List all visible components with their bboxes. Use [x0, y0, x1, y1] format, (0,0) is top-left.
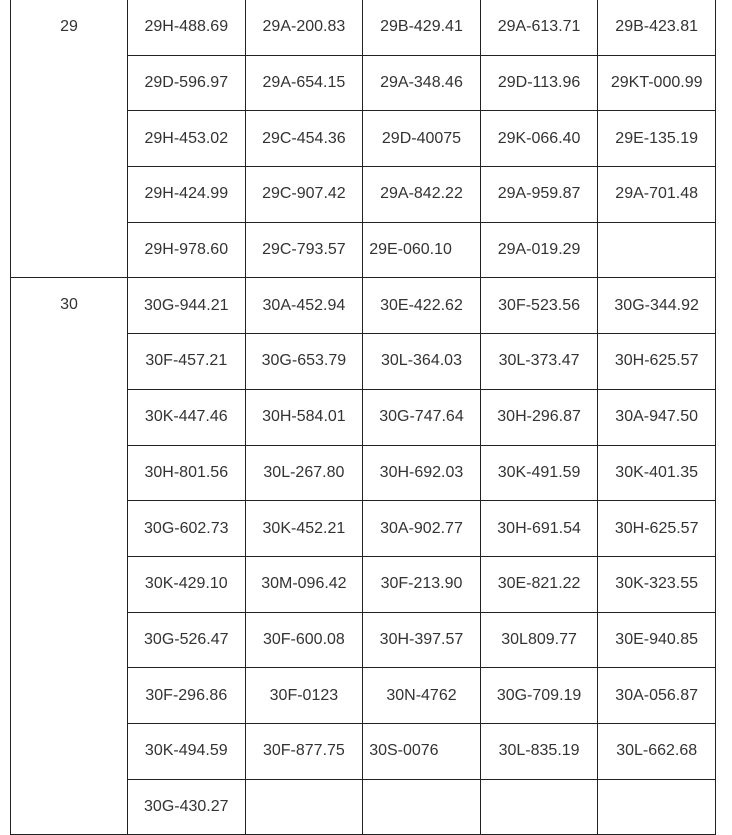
plate-cell: 30L-835.19 — [479, 722, 599, 780]
plate-cell: 30L-662.68 — [597, 722, 716, 780]
table-row: 29H-978.60 29C-793.57 29E-060.10 29A-019.29 — [11, 221, 716, 279]
table-row: 29 29H-488.69 29A-200.83 29B-429.41 29A-613.… — [10, 0, 716, 279]
table-row: 30H-801.56 30L-267.80 30H-692.03 30K-491.59… — [11, 444, 716, 502]
plate-cell: 30H-691.54 — [479, 500, 599, 557]
group-label-cell: 30 — [10, 277, 128, 835]
plate-cell: 30K-323.55 — [597, 555, 716, 613]
table-row: 29D-596.97 29A-654.15 29A-348.46 29D-113.96… — [11, 54, 716, 112]
plate-cell: 30G-344.92 — [597, 277, 716, 335]
plate-cell: 30K-401.35 — [597, 444, 716, 502]
plate-cell — [362, 778, 481, 835]
plate-cell: 30E-940.85 — [597, 611, 716, 669]
plate-cell: 30F-600.08 — [244, 611, 364, 669]
plate-cell: 29H-488.69 — [127, 0, 246, 56]
plate-cell: 29E-135.19 — [597, 110, 716, 168]
plate-cell: 30K-429.10 — [127, 555, 246, 613]
plate-cell: 30H-625.57 — [597, 500, 716, 557]
plate-cell: 30F-296.86 — [127, 667, 246, 724]
plate-cell: 30K-452.21 — [244, 500, 364, 557]
plate-cell — [597, 221, 716, 279]
plate-cell: 29C-793.57 — [244, 221, 364, 279]
plate-cell: 29A-654.15 — [244, 54, 364, 112]
plate-cell: 29C-454.36 — [244, 110, 364, 168]
table-row: 30G-526.47 30F-600.08 30H-397.57 30L809.77 3… — [11, 611, 716, 669]
plate-cell: 29A-959.87 — [479, 166, 599, 223]
plate-cell: 29D-113.96 — [479, 54, 599, 112]
plate-cell: 30S-0076 — [362, 722, 481, 780]
plate-cell: 30G-602.73 — [127, 500, 246, 557]
plate-cell: 30H-625.57 — [597, 333, 716, 390]
plate-cell: 29A-701.48 — [597, 166, 716, 223]
plate-cell: 30K-494.59 — [127, 722, 246, 780]
table-row: 29H-424.99 29C-907.42 29A-842.22 29A-959.87… — [11, 166, 716, 223]
plate-cell — [244, 778, 364, 835]
plate-cell: 29D-596.97 — [127, 54, 246, 112]
plate-cell: 30K-491.59 — [479, 444, 599, 502]
plate-cell: 30F-523.56 — [479, 277, 599, 335]
table-row: 30F-296.86 30F-0123 30N-4762 30G-709.19 30A-… — [11, 667, 716, 724]
plate-cell: 30F-877.75 — [244, 722, 364, 780]
plate-cell: 29A-348.46 — [362, 54, 481, 112]
table-row: 30K-494.59 30F-877.75 30S-0076 30L-835.19 30… — [11, 722, 716, 780]
plate-cell: 30L809.77 — [479, 611, 599, 669]
plate-cell: 30M-096.42 — [244, 555, 364, 613]
plate-cell: 30A-452.94 — [244, 277, 364, 335]
plate-cell: 29B-423.81 — [597, 0, 716, 56]
plate-cell: 30L-364.03 — [362, 333, 481, 390]
plate-cell: 29A-842.22 — [362, 166, 481, 223]
plate-cell: 30F-213.90 — [362, 555, 481, 613]
plate-cell: 29D-40075 — [362, 110, 481, 168]
plate-cell: 30H-584.01 — [244, 388, 364, 446]
plate-cell: 29KT-000.99 — [597, 54, 716, 112]
plate-cell — [479, 778, 599, 835]
plate-cell: 29B-429.41 — [362, 0, 481, 56]
plate-cell — [597, 778, 716, 835]
plate-cell: 30G-526.47 — [127, 611, 246, 669]
table-body: 29 29H-488.69 29A-200.83 29B-429.41 29A-613.… — [10, 0, 716, 835]
plate-cell: 30E-821.22 — [479, 555, 599, 613]
plate-cell: 30A-056.87 — [597, 667, 716, 724]
plate-cell: 30H-801.56 — [127, 444, 246, 502]
table-row: 30G-602.73 30K-452.21 30A-902.77 30H-691.54… — [11, 500, 716, 557]
plate-cell: 30G-709.19 — [479, 667, 599, 724]
plate-cell: 29H-424.99 — [127, 166, 246, 223]
plate-cell: 29A-200.83 — [244, 0, 364, 56]
plate-cell: 30A-902.77 — [362, 500, 481, 557]
plate-cell: 30G-430.27 — [127, 778, 246, 835]
plate-cell: 30G-944.21 — [127, 277, 246, 335]
plate-cell: 30G-747.64 — [362, 388, 481, 446]
plate-cell: 29C-907.42 — [244, 166, 364, 223]
plate-cell: 30K-447.46 — [127, 388, 246, 446]
plate-cell: 30N-4762 — [362, 667, 481, 724]
plate-cell: 30F-0123 — [244, 667, 364, 724]
plate-cell: 29H-453.02 — [127, 110, 246, 168]
plate-cell: 30L-373.47 — [479, 333, 599, 390]
license-plate-table: 29 29H-488.69 29A-200.83 29B-429.41 29A-613.… — [10, 0, 716, 835]
group-label-cell: 29 — [10, 0, 128, 279]
table-row: 30G-430.27 — [11, 778, 716, 835]
plate-cell: 30L-267.80 — [244, 444, 364, 502]
plate-cell: 29K-066.40 — [479, 110, 599, 168]
plate-cell: 30H-397.57 — [362, 611, 481, 669]
plate-cell: 29A-019.29 — [479, 221, 599, 279]
plate-cell: 30A-947.50 — [597, 388, 716, 446]
plate-cell: 29E-060.10 — [362, 221, 481, 279]
table-row: 29H-453.02 29C-454.36 29D-40075 29K-066.40 2… — [11, 110, 716, 168]
table-row: 30 30G-944.21 30A-452.94 30E-422.62 30F-523.… — [10, 277, 716, 835]
plate-cell: 29H-978.60 — [127, 221, 246, 279]
table-row: 30K-447.46 30H-584.01 30G-747.64 30H-296.87… — [11, 388, 716, 446]
plate-cell: 29A-613.71 — [479, 0, 599, 56]
plate-cell: 30H-692.03 — [362, 444, 481, 502]
plate-cell: 30H-296.87 — [479, 388, 599, 446]
plate-cell: 30F-457.21 — [127, 333, 246, 390]
plate-cell: 30E-422.62 — [362, 277, 481, 335]
plate-cell: 30G-653.79 — [244, 333, 364, 390]
